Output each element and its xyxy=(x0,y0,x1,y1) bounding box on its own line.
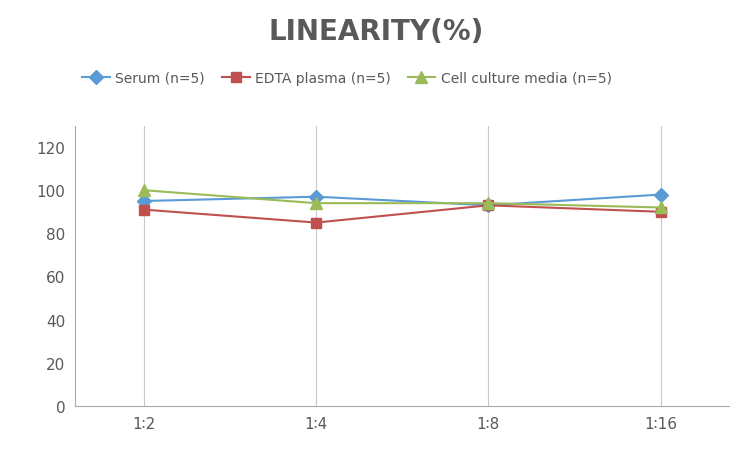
Serum (n=5) xyxy=(140,199,149,204)
EDTA plasma (n=5) xyxy=(656,210,665,215)
Line: EDTA plasma (n=5): EDTA plasma (n=5) xyxy=(139,201,666,228)
EDTA plasma (n=5) xyxy=(312,221,321,226)
Cell culture media (n=5) xyxy=(484,201,493,207)
Text: LINEARITY(%): LINEARITY(%) xyxy=(268,18,484,46)
Cell culture media (n=5) xyxy=(312,201,321,207)
Serum (n=5) xyxy=(484,203,493,208)
Cell culture media (n=5) xyxy=(656,205,665,211)
Legend: Serum (n=5), EDTA plasma (n=5), Cell culture media (n=5): Serum (n=5), EDTA plasma (n=5), Cell cul… xyxy=(82,72,612,86)
Line: Serum (n=5): Serum (n=5) xyxy=(139,190,666,211)
EDTA plasma (n=5) xyxy=(140,207,149,213)
Cell culture media (n=5) xyxy=(140,188,149,193)
Serum (n=5) xyxy=(656,193,665,198)
EDTA plasma (n=5) xyxy=(484,203,493,208)
Line: Cell culture media (n=5): Cell culture media (n=5) xyxy=(138,185,666,214)
Serum (n=5) xyxy=(312,194,321,200)
